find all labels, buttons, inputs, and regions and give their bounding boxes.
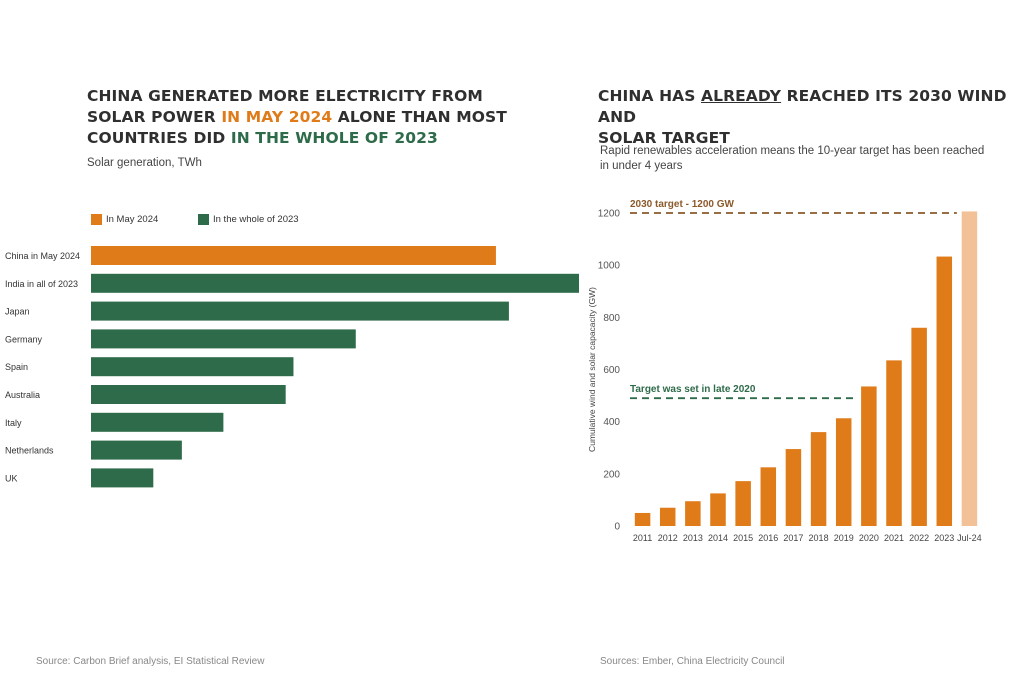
left-source: Source: Carbon Brief analysis, EI Statis…: [36, 656, 265, 667]
bar-netherlands: [91, 440, 182, 460]
left-title-line2-end: ALONE THAN MOST: [332, 108, 507, 126]
x-tick-label: 2012: [658, 533, 678, 543]
right-chart-title: CHINA HAS ALREADY REACHED ITS 2030 WIND …: [598, 86, 1018, 149]
legend-swatch-2023: [198, 214, 209, 225]
bar-germany: [91, 329, 356, 349]
left-title-highlight-2023: IN THE WHOLE OF 2023: [230, 129, 438, 147]
bar-label: Netherlands: [5, 446, 54, 456]
x-tick-label: 2016: [758, 533, 778, 543]
y-axis-label: Cumulative wind and solar capacacity (GW…: [587, 287, 597, 452]
bar-italy: [91, 412, 224, 432]
bar-2012: [659, 507, 676, 526]
left-title-line3-start: COUNTRIES DID: [87, 129, 231, 147]
left-title-line1: CHINA GENERATED MORE ELECTRICITY FROM: [87, 87, 483, 105]
bar-2015: [735, 481, 751, 526]
bar-label: Spain: [5, 362, 28, 372]
bar-china-in-may-2024: [91, 246, 496, 265]
y-tick-label: 1000: [598, 261, 621, 272]
left-bar-chart: China in May 2024 India in all of 2023 Jap…: [5, 246, 579, 488]
bar-2013: [685, 501, 701, 526]
bar-2023: [936, 256, 953, 526]
bar-uk: [91, 468, 154, 488]
x-tick-label: 2011: [633, 533, 652, 543]
x-tick-label: 2017: [783, 533, 803, 543]
right-source: Sources: Ember, China Electricity Counci…: [600, 656, 785, 667]
target-2030-label: 2030 target - 1200 GW: [630, 199, 734, 210]
left-legend-2023: In the whole of 2023: [198, 214, 299, 225]
left-title-highlight-may: IN MAY 2024: [221, 108, 333, 126]
y-tick-label: 200: [603, 469, 620, 480]
left-chart-title: CHINA GENERATED MORE ELECTRICITY FROM SO…: [87, 86, 527, 149]
bar-label: Japan: [5, 307, 30, 317]
y-tick-label: 1200: [598, 209, 621, 220]
x-tick-label: 2013: [683, 533, 703, 543]
y-tick-label: 800: [603, 313, 620, 324]
bar-2011: [634, 512, 651, 526]
legend-label-may: In May 2024: [106, 214, 159, 225]
x-tick-label: Jul-24: [957, 533, 982, 543]
bar-australia: [91, 385, 286, 404]
x-tick-label: 2020: [859, 533, 879, 543]
bar-2016: [760, 467, 777, 526]
bar-jul-24: [961, 211, 978, 526]
left-legend-may: In May 2024: [91, 214, 158, 225]
right-title-line1-start: CHINA HAS: [598, 87, 702, 105]
x-tick-label: 2019: [834, 533, 854, 543]
bar-label: Germany: [5, 334, 43, 344]
y-tick-label: 600: [603, 365, 620, 376]
x-tick-label: 2015: [733, 533, 753, 543]
legend-label-2023: In the whole of 2023: [213, 214, 299, 225]
x-tick-label: 2018: [809, 533, 829, 543]
target-set-label: Target was set in late 2020: [630, 384, 756, 395]
bar-2021: [886, 360, 902, 526]
y-tick-label: 400: [603, 417, 620, 428]
x-tick-label: 2023: [934, 533, 954, 543]
bar-2022: [911, 327, 927, 526]
bar-2019: [835, 418, 852, 526]
right-title-line1-end: REACHED ITS 2030 WIND AND: [598, 87, 1007, 126]
bar-2020: [861, 386, 877, 526]
bar-label: Italy: [5, 418, 22, 428]
x-tick-label: 2022: [909, 533, 929, 543]
bar-label: UK: [5, 473, 18, 483]
bar-2014: [710, 493, 726, 526]
bar-label: Australia: [5, 390, 40, 400]
bar-label: India in all of 2023: [5, 279, 78, 289]
bar-spain: [91, 357, 294, 377]
right-bar-chart: 0 200 400 600 800 1000 1200 Cumulative wind and…: [587, 199, 982, 543]
left-chart-subtitle: Solar generation, TWh: [87, 157, 202, 169]
right-title-line2: SOLAR TARGET: [598, 129, 730, 147]
left-title-line2-start: SOLAR POWER: [87, 108, 222, 126]
bar-2018: [810, 432, 827, 526]
bar-2017: [785, 449, 802, 526]
x-tick-label: 2014: [708, 533, 728, 543]
right-title-underlined: ALREADY: [701, 87, 782, 105]
bar-label: China in May 2024: [5, 251, 80, 261]
right-chart-subtitle: Rapid renewables acceleration means the …: [600, 145, 985, 172]
bar-india-in-all-of-2023: [91, 273, 579, 293]
x-tick-label: 2021: [884, 533, 904, 543]
bar-japan: [91, 301, 509, 321]
legend-swatch-may: [91, 214, 102, 225]
y-tick-label: 0: [614, 522, 620, 533]
